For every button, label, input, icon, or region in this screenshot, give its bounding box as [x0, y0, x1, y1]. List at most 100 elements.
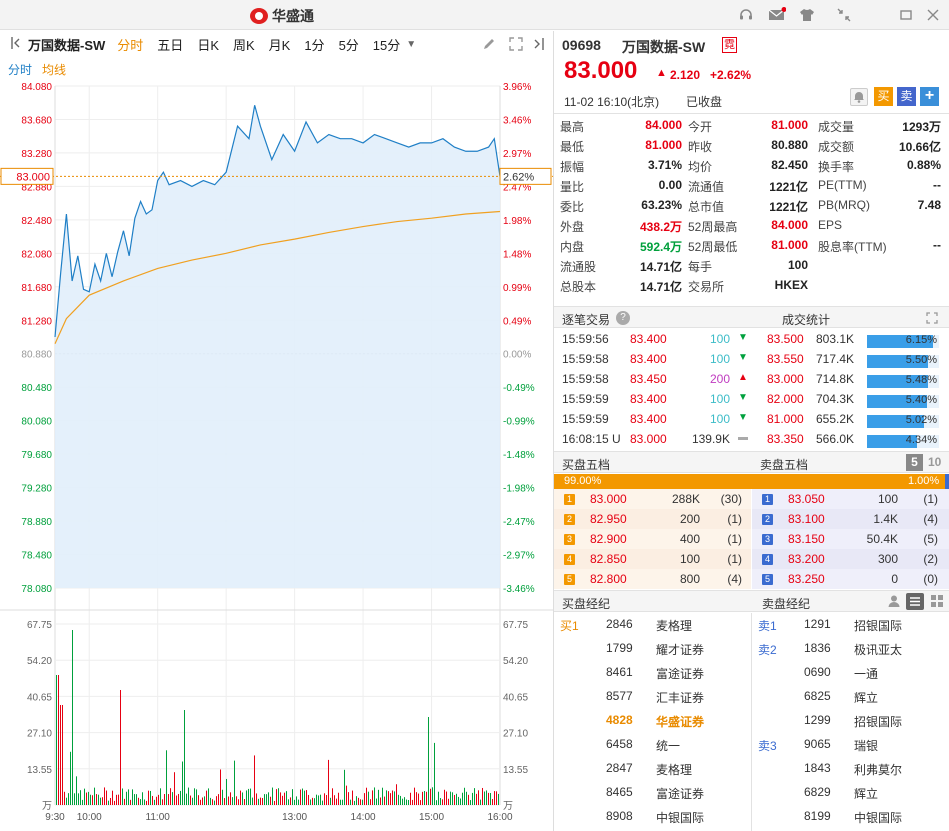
buy-button[interactable]: 买 — [874, 87, 893, 106]
ask-broker-row[interactable]: 卖1 1291 招银国际 — [752, 613, 949, 637]
volume-bar — [262, 797, 263, 805]
ask-level-badge: 3 — [762, 534, 773, 545]
bid-broker-row[interactable]: 4828 华盛证券 — [554, 709, 751, 733]
expand-icon[interactable] — [509, 37, 523, 54]
period-tab[interactable]: 月K — [268, 37, 291, 53]
logo-icon — [250, 8, 268, 24]
bid-broker-row[interactable]: 买1 2846 麦格理 — [554, 613, 751, 637]
ask-level-row[interactable]: 4 83.200 300 (2) — [752, 549, 949, 569]
ask-level-row[interactable]: 1 83.050 100 (1) — [752, 489, 949, 509]
chevron-down-icon[interactable]: ▼ — [406, 38, 417, 50]
period-tab[interactable]: 五日 — [157, 37, 184, 53]
trades-title[interactable]: 逐笔交易 — [562, 313, 611, 327]
pct-axis-label: 0.99% — [503, 283, 531, 294]
pencil-icon[interactable] — [482, 37, 496, 54]
tab-avg-line[interactable]: 均线 — [42, 63, 67, 77]
sell-button[interactable]: 卖 — [897, 87, 916, 106]
collapse-sidebar-icon[interactable] — [10, 36, 22, 53]
volume-bar — [102, 797, 103, 805]
time-axis-label: 11:00 — [146, 812, 171, 823]
volume-bar — [224, 798, 225, 805]
volume-stat-bar — [867, 355, 939, 368]
volume-bar — [480, 799, 481, 805]
stat-value: 592.4万 — [639, 240, 682, 254]
depth-5-toggle[interactable]: 5 — [906, 454, 923, 471]
stat-value: 63.23% — [641, 198, 682, 212]
volume-bar — [498, 793, 499, 805]
volume-bar — [278, 788, 279, 805]
ask-level-row[interactable]: 2 83.100 1.4K (4) — [752, 509, 949, 529]
volume-stats-title[interactable]: 成交统计 — [782, 313, 831, 327]
volume-bar — [250, 788, 251, 805]
period-tab[interactable]: 分时 — [117, 37, 144, 53]
ask-broker-row[interactable]: 卖2 1836 极讯亚太 — [752, 637, 949, 661]
shrink-icon[interactable] — [836, 7, 852, 23]
bid-broker-id: 8461 — [606, 665, 633, 679]
ask-broker-row[interactable]: 1843 利弗莫尔 — [752, 757, 949, 781]
volume-bar — [72, 630, 73, 805]
list-view-icon[interactable] — [906, 593, 924, 610]
stat-label: 量比 — [560, 180, 585, 194]
period-tab[interactable]: 5分 — [338, 37, 359, 53]
ask-broker-row[interactable]: 6829 辉立 — [752, 781, 949, 805]
tab-intraday[interactable]: 分时 — [8, 63, 33, 77]
minimize-icon[interactable] — [898, 7, 914, 23]
volume-bar — [212, 799, 213, 805]
period-tab[interactable]: 日K — [197, 37, 219, 53]
intraday-chart[interactable]: 84.080 3.96% 83.680 3.46% 83.280 2.97% 82.880 2… — [0, 80, 553, 831]
bid-broker-row[interactable]: 1799 耀才证券 — [554, 637, 751, 661]
stat-label: 每手 — [688, 260, 713, 274]
volume-bar — [338, 792, 339, 805]
trade-time: 15:59:56 — [562, 332, 609, 346]
add-watchlist-button[interactable]: + — [920, 87, 939, 106]
volume-bar — [60, 705, 61, 805]
alert-bell-icon[interactable] — [850, 88, 868, 106]
bid-broker-name: 中银国际 — [656, 811, 705, 825]
period-tab[interactable]: 周K — [232, 37, 255, 53]
bid-broker-row[interactable]: 8461 富途证券 — [554, 661, 751, 685]
bid-level-row[interactable]: 2 82.950 200 (1) — [554, 509, 751, 529]
volume-bar — [172, 792, 173, 805]
ask-broker-row[interactable]: 1299 招银国际 — [752, 709, 949, 733]
period-tab[interactable]: 15分 — [372, 37, 401, 53]
mail-icon[interactable] — [768, 7, 787, 23]
ask-broker-row[interactable]: 8199 中银国际 — [752, 805, 949, 829]
collapse-panel-icon[interactable] — [532, 37, 546, 54]
ask-broker-row[interactable]: 6825 辉立 — [752, 685, 949, 709]
bid-broker-id: 4828 — [606, 713, 633, 727]
volume-bar — [394, 791, 395, 805]
bid-broker-row[interactable]: 2847 麦格理 — [554, 757, 751, 781]
ask-broker-row[interactable]: 卖3 9065 瑞银 — [752, 733, 949, 757]
bid-level-row[interactable]: 5 82.800 800 (4) — [554, 569, 751, 589]
volume-stat-volume: 803.1K — [816, 332, 855, 346]
trade-price: 83.400 — [630, 332, 667, 346]
ask-broker-row[interactable]: 0690 一通 — [752, 661, 949, 685]
bid-broker-row[interactable]: 8465 富途证券 — [554, 781, 751, 805]
bid-level-row[interactable]: 3 82.900 400 (1) — [554, 529, 751, 549]
headset-icon[interactable] — [738, 7, 754, 23]
volume-bar — [258, 798, 259, 805]
close-icon[interactable] — [925, 7, 941, 23]
bid-level-row[interactable]: 4 82.850 100 (1) — [554, 549, 751, 569]
shirt-icon[interactable] — [799, 7, 815, 23]
expand-trades-icon[interactable] — [926, 312, 938, 327]
user-icon[interactable] — [888, 595, 900, 610]
volume-bar — [328, 759, 329, 805]
volume-bar — [408, 800, 409, 805]
period-tab[interactable]: 1分 — [304, 37, 325, 53]
bid-broker-id: 1799 — [606, 641, 633, 655]
avg-price-line — [54, 210, 501, 344]
ask-level-row[interactable]: 3 83.150 50.4K (5) — [752, 529, 949, 549]
ask-level-row[interactable]: 5 83.250 0 (0) — [752, 569, 949, 589]
bid-level-row[interactable]: 1 83.000 288K (30) — [554, 489, 751, 509]
depth-10-toggle[interactable]: 10 — [928, 455, 942, 469]
volume-stat-bar — [867, 415, 939, 428]
bid-broker-row[interactable]: 8577 汇丰证券 — [554, 685, 751, 709]
bid-broker-row[interactable]: 8908 中银国际 — [554, 805, 751, 829]
volume-bar — [468, 794, 469, 805]
volume-bar — [202, 797, 203, 805]
grid-view-icon[interactable] — [931, 595, 943, 610]
volume-bar — [138, 797, 139, 805]
bid-broker-row[interactable]: 6458 统一 — [554, 733, 751, 757]
help-icon[interactable]: ? — [616, 311, 630, 325]
